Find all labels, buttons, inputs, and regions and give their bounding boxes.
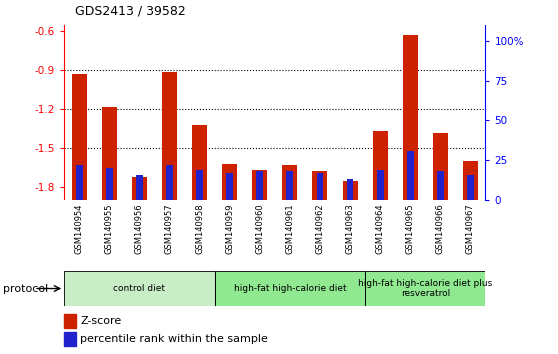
- Bar: [102, 107, 117, 200]
- Text: GSM140967: GSM140967: [466, 204, 475, 254]
- Bar: [467, 175, 474, 200]
- Text: GSM140958: GSM140958: [195, 204, 204, 254]
- Bar: [64, 271, 215, 306]
- Text: GSM140960: GSM140960: [255, 204, 264, 254]
- Text: GSM140959: GSM140959: [225, 204, 234, 254]
- Bar: [433, 132, 448, 200]
- Text: GSM140961: GSM140961: [285, 204, 295, 254]
- Bar: [437, 171, 444, 200]
- Text: GSM140955: GSM140955: [105, 204, 114, 254]
- Bar: [76, 165, 83, 200]
- Bar: [162, 72, 177, 200]
- Text: GSM140965: GSM140965: [406, 204, 415, 254]
- Bar: [343, 181, 358, 200]
- Bar: [64, 271, 215, 306]
- Text: GDS2413 / 39582: GDS2413 / 39582: [75, 5, 186, 18]
- Bar: [373, 131, 388, 200]
- Text: GSM140963: GSM140963: [345, 204, 354, 254]
- Bar: [215, 271, 365, 306]
- Text: high-fat high-calorie diet plus
resveratrol: high-fat high-calorie diet plus resverat…: [358, 279, 492, 298]
- Text: GSM140966: GSM140966: [436, 204, 445, 254]
- Bar: [347, 179, 353, 200]
- Bar: [316, 173, 323, 200]
- Bar: [312, 171, 328, 200]
- Bar: [377, 170, 383, 200]
- Bar: [403, 35, 418, 200]
- Bar: [64, 314, 76, 328]
- Bar: [252, 170, 267, 200]
- Bar: [215, 271, 365, 306]
- Bar: [286, 171, 294, 200]
- Bar: [64, 332, 76, 346]
- Bar: [106, 169, 113, 200]
- Text: GSM140954: GSM140954: [75, 204, 84, 254]
- Text: GSM140962: GSM140962: [315, 204, 324, 254]
- Bar: [407, 151, 413, 200]
- Text: GSM140964: GSM140964: [376, 204, 384, 254]
- Text: GSM140957: GSM140957: [165, 204, 174, 254]
- Bar: [227, 173, 233, 200]
- Bar: [136, 175, 143, 200]
- Text: percentile rank within the sample: percentile rank within the sample: [80, 335, 268, 344]
- Bar: [463, 161, 478, 200]
- Bar: [166, 165, 173, 200]
- Text: control diet: control diet: [113, 284, 165, 293]
- Bar: [192, 125, 207, 200]
- Text: GSM140956: GSM140956: [135, 204, 144, 254]
- Bar: [256, 171, 263, 200]
- Bar: [132, 177, 147, 200]
- Bar: [282, 165, 297, 200]
- Bar: [71, 74, 86, 200]
- Bar: [222, 164, 237, 200]
- Text: protocol: protocol: [3, 284, 48, 293]
- Text: Z-score: Z-score: [80, 316, 122, 326]
- Bar: [365, 271, 485, 306]
- Bar: [365, 271, 485, 306]
- Text: high-fat high-calorie diet: high-fat high-calorie diet: [234, 284, 346, 293]
- Bar: [196, 170, 203, 200]
